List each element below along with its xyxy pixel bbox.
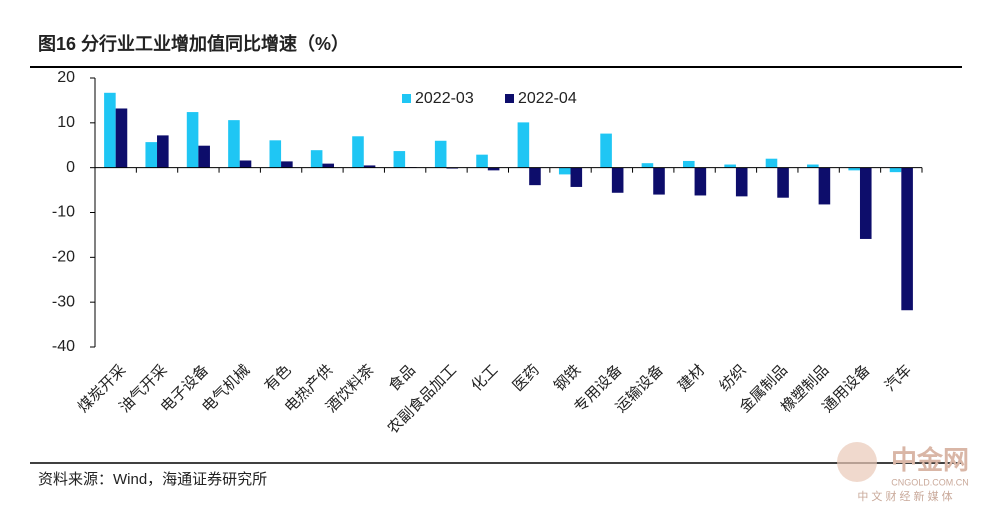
bar: [228, 120, 240, 168]
bar: [695, 168, 707, 196]
bar: [901, 168, 913, 311]
bar: [736, 168, 748, 197]
bar: [435, 141, 447, 168]
source: 资料来源：Wind，海通证券研究所: [38, 471, 267, 488]
y-tick-label: 10: [57, 114, 75, 131]
bar: [653, 168, 665, 195]
y-tick-label: 0: [66, 159, 75, 176]
bar: [394, 151, 406, 168]
y-tick-label: -10: [52, 204, 75, 221]
bar: [352, 136, 364, 167]
watermark-site: CNGOLD.COM.CN: [891, 477, 969, 487]
bar: [860, 168, 872, 239]
watermark-logo: [837, 442, 877, 482]
legend-swatch: [505, 94, 514, 103]
legend-swatch: [402, 94, 411, 103]
chart-title: 图16 分行业工业增加值同比增速（%）: [38, 33, 349, 54]
bar: [322, 164, 334, 168]
x-tick-label: 食品: [386, 362, 419, 395]
bar: [642, 163, 654, 167]
bar: [198, 146, 210, 168]
bar: [766, 159, 778, 168]
y-tick-label: -20: [52, 249, 75, 266]
bar: [890, 168, 902, 172]
bar: [777, 168, 789, 198]
y-tick-label: -30: [52, 293, 75, 310]
bar: [281, 161, 293, 167]
bar: [145, 142, 157, 168]
bar: [116, 108, 128, 167]
bar: [187, 112, 199, 168]
x-tick-label: 纺织: [716, 362, 749, 395]
bar: [157, 135, 169, 167]
bar: [559, 168, 571, 175]
bar: [518, 122, 530, 167]
watermark-name: 中金网: [891, 445, 969, 475]
bar: [269, 140, 281, 167]
bar: [600, 134, 612, 168]
bar: [104, 93, 116, 168]
x-tick-label: 钢铁: [551, 362, 584, 395]
x-tick-label: 化工: [468, 362, 501, 395]
x-tick-label: 建材: [675, 362, 708, 395]
legend-label: 2022-04: [518, 90, 577, 107]
bar: [819, 168, 831, 205]
bar: [476, 155, 488, 168]
y-tick-label: 20: [57, 69, 75, 86]
bar: [240, 160, 252, 167]
bar: [612, 168, 624, 193]
bar: [529, 168, 541, 185]
x-tick-label: 汽车: [882, 362, 915, 395]
x-tick-label: 有色: [261, 362, 294, 395]
y-tick-label: -40: [52, 338, 75, 355]
bar: [683, 161, 695, 168]
bar: [311, 150, 323, 167]
legend-label: 2022-03: [415, 90, 474, 107]
bar: [571, 168, 583, 187]
watermark-slogan: 中 文 财 经 新 媒 体: [857, 489, 952, 503]
x-tick-label: 医药: [510, 362, 543, 395]
